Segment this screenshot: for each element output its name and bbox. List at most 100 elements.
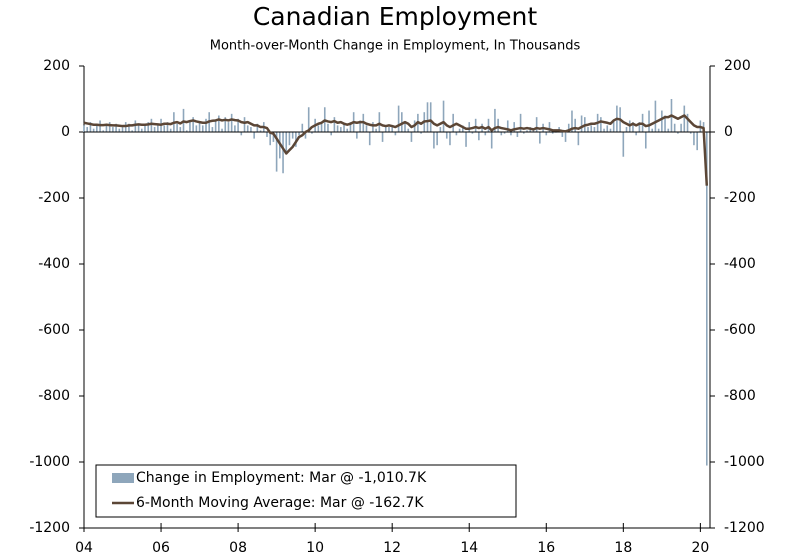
y-tick-label: -200 — [38, 190, 70, 206]
bar — [96, 123, 98, 132]
legend-box — [95, 464, 517, 518]
bar — [391, 125, 393, 132]
bar — [590, 125, 593, 132]
bar — [500, 132, 503, 136]
y2-tick-label: 0 — [724, 124, 733, 140]
bar — [115, 123, 117, 132]
bar — [157, 125, 159, 132]
x-tick-label: 14 — [460, 540, 478, 556]
bar — [144, 123, 146, 132]
bar — [218, 115, 220, 132]
bar — [436, 132, 438, 146]
bar — [304, 132, 307, 139]
bar — [426, 102, 429, 132]
bar — [564, 132, 567, 142]
bar — [625, 127, 628, 132]
bar — [478, 132, 480, 141]
bar — [420, 132, 422, 134]
bar — [327, 123, 329, 132]
bar — [221, 128, 223, 132]
bar — [577, 132, 580, 146]
bar — [346, 128, 349, 132]
bar — [494, 108, 496, 132]
bar — [519, 113, 522, 132]
bar — [230, 113, 233, 132]
legend-label: Change in Employment: Mar @ -1,010.7K — [136, 470, 427, 486]
legend-label: 6-Month Moving Average: Mar @ -162.7K — [136, 495, 424, 511]
bar — [285, 132, 288, 152]
bar — [307, 107, 310, 132]
bar — [298, 132, 300, 136]
legend-swatch — [112, 473, 134, 483]
bar — [548, 122, 551, 132]
bar — [468, 122, 471, 132]
x-tick-label: 04 — [75, 540, 93, 556]
bar — [92, 128, 95, 132]
bar — [461, 125, 464, 132]
bar — [198, 122, 201, 132]
bar — [150, 118, 153, 132]
bar — [243, 117, 246, 132]
bar — [189, 122, 191, 132]
x-tick-label: 16 — [537, 540, 555, 556]
bar — [378, 112, 381, 132]
bar — [336, 125, 339, 132]
y-tick-label: -1000 — [29, 454, 70, 470]
y-tick-label: -800 — [38, 388, 70, 404]
y2-tick-label: -1000 — [724, 454, 765, 470]
bar — [452, 113, 454, 132]
bar — [288, 132, 291, 146]
x-tick-label: 06 — [152, 540, 170, 556]
chart-subtitle: Month-over-Month Change in Employment, I… — [210, 39, 581, 54]
bar — [176, 123, 178, 132]
bar — [128, 123, 130, 132]
bar — [301, 123, 304, 132]
bar — [580, 115, 583, 132]
bar — [503, 132, 506, 134]
bar — [169, 128, 172, 132]
bar — [516, 132, 519, 137]
bar — [706, 132, 708, 466]
bar — [134, 120, 137, 132]
bar — [137, 125, 140, 132]
bar — [140, 128, 143, 132]
bar — [648, 110, 650, 132]
bar — [240, 132, 243, 136]
bar — [214, 120, 217, 132]
bar — [86, 127, 88, 132]
bar — [458, 128, 461, 132]
bar — [349, 122, 352, 132]
bar — [664, 115, 666, 132]
bar — [359, 120, 361, 132]
bar — [381, 132, 384, 142]
bar — [205, 118, 207, 132]
bar — [574, 118, 576, 132]
bar — [179, 127, 182, 132]
bar — [333, 117, 336, 132]
moving-average-line — [83, 114, 709, 186]
bar — [487, 118, 490, 132]
bar — [234, 125, 236, 132]
bar — [410, 132, 413, 142]
bar — [545, 132, 548, 136]
bar — [192, 117, 194, 132]
bar — [83, 125, 85, 132]
bar — [474, 118, 477, 132]
bar — [375, 128, 377, 132]
x-tick-label: 10 — [306, 540, 324, 556]
bar — [166, 122, 169, 132]
bar — [686, 113, 689, 132]
bar — [272, 132, 275, 142]
bar — [118, 128, 121, 132]
bar — [593, 127, 596, 132]
y2-tick-label: -200 — [724, 190, 756, 206]
bar — [227, 122, 230, 132]
bar — [567, 123, 570, 132]
bar — [513, 122, 515, 132]
bar — [259, 130, 262, 132]
x-tick-label: 18 — [614, 540, 632, 556]
bar — [237, 118, 239, 132]
bar — [275, 132, 278, 172]
bar — [282, 132, 284, 174]
